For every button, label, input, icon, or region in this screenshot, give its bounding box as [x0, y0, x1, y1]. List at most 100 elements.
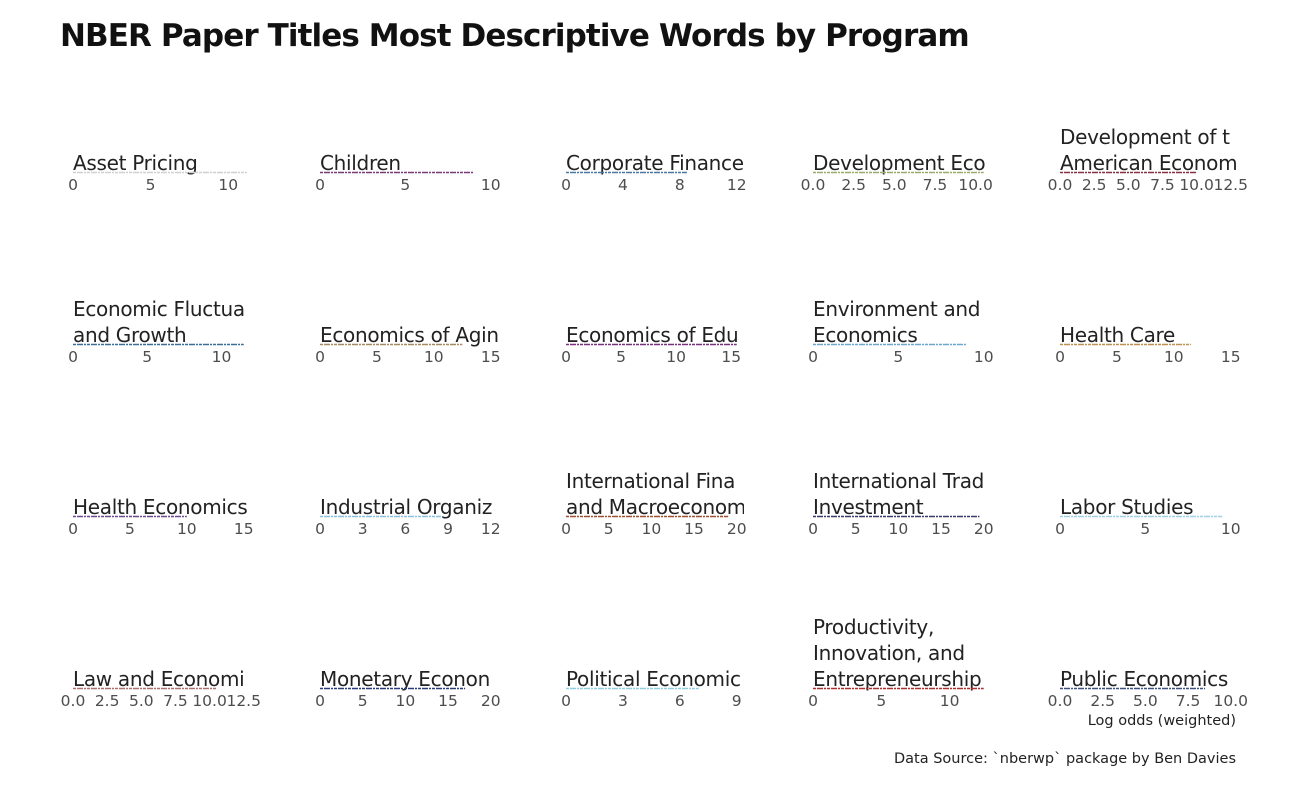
x-tick-label: 5.0 [882, 176, 907, 194]
facet-strip-line: and Macroeconom [566, 495, 744, 519]
x-tick-label: 2.5 [841, 176, 866, 194]
x-tick-label: 6 [400, 520, 410, 538]
x-tick-label: 10 [940, 692, 960, 710]
facet-strip-line: Economics of Edu [566, 323, 739, 347]
facet-strip-title: Public Economics [1060, 666, 1238, 692]
x-tick-label: 10 [424, 348, 444, 366]
facet-strip-line: Development Eco [813, 151, 986, 175]
facet-strip-title: Health Care [1060, 322, 1238, 348]
x-tick-label: 5 [893, 348, 903, 366]
x-tick-label: 0.0 [801, 176, 826, 194]
x-tick-label: 10 [212, 348, 232, 366]
facet-strip-title: Labor Studies [1060, 494, 1238, 520]
x-tick-label: 2.5 [95, 692, 120, 710]
facet-axis: 0 5 10 15 20 [808, 515, 994, 538]
x-tick-label: 10 [481, 176, 501, 194]
facet-strip-title: Children [320, 150, 498, 176]
facet-panel: Political Economic 0 3 6 9 [561, 628, 762, 738]
facet-strip-title: International Trad Investment [813, 468, 991, 520]
x-tick-label: 10 [218, 176, 238, 194]
x-tick-label: 0.0 [1048, 176, 1073, 194]
x-tick-label: 0 [1055, 348, 1065, 366]
facet-panel: Economics of Agin 0 5 10 15 [315, 284, 516, 394]
facet-strip-title: Economics of Edu [566, 322, 744, 348]
x-tick-label: 20 [974, 520, 994, 538]
facet-strip-title: Development Eco [813, 150, 991, 176]
facet-strip-line: Monetary Econon [320, 667, 490, 691]
facet-panel: Monetary Econon 0 5 10 15 20 [315, 628, 516, 738]
x-tick-label: 20 [727, 520, 747, 538]
facet-strip-title: Economic Fluctua and Growth [73, 296, 251, 348]
x-tick-label: 15 [684, 520, 704, 538]
facet-strip-title: Environment and Economics [813, 296, 991, 348]
x-tick-label: 6 [675, 692, 685, 710]
facet-strip-title: Industrial Organiz [320, 494, 498, 520]
x-tick-label: 5.0 [1116, 176, 1141, 194]
x-tick-label: 12 [481, 520, 501, 538]
facet-panel: Public Economics 0.0 2.5 5.0 7.5 10.0 [1048, 628, 1256, 738]
x-tick-label: 5 [358, 692, 368, 710]
facet-strip-line: Law and Economi [73, 667, 245, 691]
x-tick-label: 3 [618, 692, 628, 710]
facet-panel: Children 0 5 10 [315, 112, 516, 222]
facet-strip-line: Public Economics [1060, 667, 1228, 691]
facet-panel: Health Care 0 5 10 15 [1055, 284, 1256, 394]
x-tick-label: 0 [561, 520, 571, 538]
x-tick-label: 7.5 [923, 176, 948, 194]
x-tick-label: 12.5 [1213, 176, 1248, 194]
facet-axis: 0 5 10 [808, 687, 984, 710]
facet-axis: 0 5 10 [315, 171, 501, 194]
x-tick-label: 12.5 [226, 692, 261, 710]
facet-strip-line: Innovation, and [813, 641, 965, 665]
facet-panel: Asset Pricing 0 5 10 [68, 112, 269, 222]
x-tick-label: 10.0 [192, 692, 227, 710]
x-tick-label: 0 [315, 176, 325, 194]
facet-axis: 0.0 2.5 5.0 7.5 10.0 12.5 [1048, 171, 1248, 194]
x-tick-label: 8 [675, 176, 685, 194]
facet-strip-line: and Growth [73, 323, 187, 347]
x-tick-label: 15 [1221, 348, 1241, 366]
facet-strip-line: American Econom [1060, 151, 1238, 175]
facet-strip-title: Political Economic [566, 666, 744, 692]
facet-panel: Productivity, Innovation, and Entrepreneur… [808, 615, 1009, 738]
facet-panel: Labor Studies 0 5 10 [1055, 456, 1256, 566]
x-tick-label: 0 [68, 176, 78, 194]
facet-axis: 0 3 6 9 12 [315, 515, 501, 538]
x-tick-label: 0 [68, 520, 78, 538]
facet-panel: Industrial Organiz 0 3 6 9 12 [315, 456, 516, 566]
facet-strip-line: Investment [813, 495, 924, 519]
x-tick-label: 10.0 [1213, 692, 1248, 710]
x-tick-label: 5 [372, 348, 382, 366]
facet-axis: 0 5 10 15 20 [561, 515, 747, 538]
facet-strip-line: Productivity, [813, 615, 935, 639]
x-tick-label: 0 [315, 348, 325, 366]
facet-panel: Health Economics 0 5 10 15 [68, 456, 269, 566]
x-tick-label: 9 [732, 692, 742, 710]
x-tick-label: 4 [618, 176, 628, 194]
x-tick-label: 0 [808, 692, 818, 710]
x-tick-label: 10 [395, 692, 415, 710]
facet-axis: 0 4 8 12 [561, 171, 747, 194]
facet-axis: 0.0 2.5 5.0 7.5 10.0 [1048, 687, 1248, 710]
facet-strip-line: Economics of Agin [320, 323, 498, 347]
facet-panel: International Trad Investment 0 5 10 15 20 [808, 456, 1009, 566]
x-tick-label: 9 [443, 520, 453, 538]
facet-strip-line: International Trad [813, 469, 985, 493]
x-tick-label: 0 [1055, 520, 1065, 538]
facet-axis: 0 3 6 9 [561, 687, 742, 710]
x-tick-label: 5 [604, 520, 614, 538]
x-tick-label: 7.5 [163, 692, 188, 710]
x-tick-label: 5.0 [129, 692, 154, 710]
x-tick-label: 0 [808, 520, 818, 538]
facet-axis: 0 5 10 [68, 171, 247, 194]
facet-axis: 0 5 10 15 [561, 343, 741, 366]
facet-strip-title: Development of t American Econom [1060, 124, 1238, 176]
facet-panel: Development Eco 0.0 2.5 5.0 7.5 10.0 [801, 112, 1009, 222]
x-tick-label: 5 [142, 348, 152, 366]
facet-strip-line: Labor Studies [1060, 495, 1194, 519]
x-tick-label: 2.5 [1082, 176, 1107, 194]
facet-axis: 0.0 2.5 5.0 7.5 10.0 12.5 [61, 687, 261, 710]
x-axis-label: Log odds (weighted) [1087, 713, 1236, 729]
facet-strip-line: Economics [813, 323, 918, 347]
facet-panel: International Fina and Macroeconom 0 5 10 15 2… [561, 456, 762, 566]
